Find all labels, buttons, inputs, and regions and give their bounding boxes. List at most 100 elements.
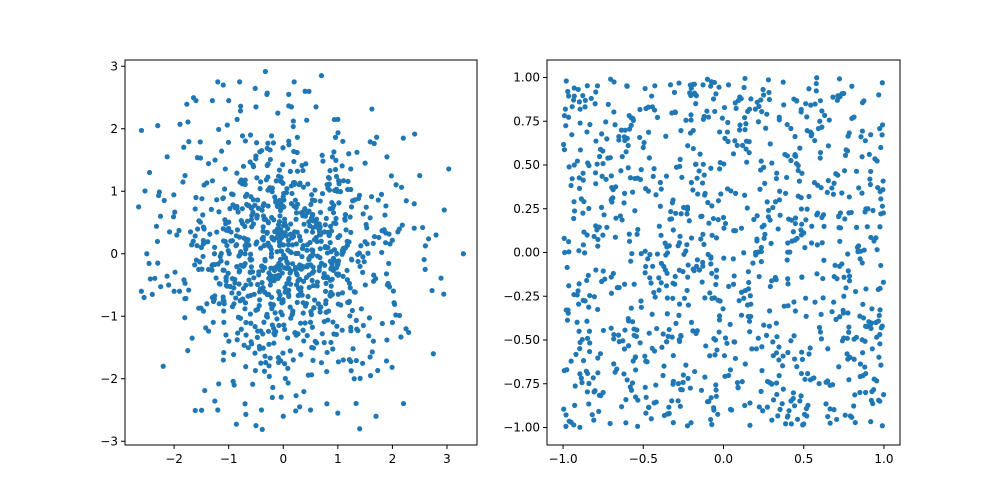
data-point [623,397,629,403]
data-point [673,210,679,216]
data-point [748,313,754,320]
data-point [592,101,598,107]
data-point [661,363,667,369]
data-point [211,296,217,302]
data-point [791,299,797,305]
data-point [664,295,670,301]
data-point [779,401,785,407]
data-point [684,211,690,217]
data-point [640,144,646,151]
data-point [621,346,628,352]
data-point [830,94,836,100]
data-point [676,267,683,273]
data-point [792,308,798,314]
data-point [314,279,320,285]
data-point [186,287,192,293]
y-tick-label: 0.00 [513,246,540,260]
data-point [223,274,229,280]
data-point [301,264,307,270]
data-point [299,211,305,217]
data-point [293,210,300,216]
data-point [676,301,683,307]
data-point [403,326,409,332]
data-point [247,132,254,138]
data-point [857,389,863,396]
data-point [357,375,363,381]
data-point [721,255,727,261]
data-point [698,387,705,393]
data-point [387,241,393,247]
data-point [593,138,599,144]
data-point [818,336,825,342]
data-point [677,156,683,162]
data-point [231,285,237,291]
data-point [792,215,799,221]
data-point [660,372,666,379]
data-point [225,227,231,234]
data-point [767,283,773,290]
data-point [192,233,198,239]
data-point [754,213,760,219]
data-point [621,281,628,287]
data-point [297,262,303,268]
data-point [677,233,683,239]
y-tick-label: 0.75 [513,114,540,128]
data-point [220,357,226,363]
data-point [774,170,780,176]
data-point [184,101,190,107]
data-point [638,251,644,257]
data-point [373,413,379,419]
data-point [756,103,762,110]
data-point [803,406,810,412]
data-point [666,410,672,416]
data-point [727,406,734,413]
y-tick-label: 2 [110,122,118,136]
data-point [625,343,632,349]
data-point [784,174,790,181]
data-point [267,156,273,163]
data-point [293,282,300,288]
data-point [717,166,723,172]
data-point [628,305,634,311]
data-point [694,257,701,263]
data-point [814,75,820,81]
data-point [272,310,278,316]
data-point [770,353,776,359]
data-point [859,260,865,266]
data-point [223,332,229,338]
data-point [877,126,883,132]
data-point [181,144,187,150]
data-point [864,224,870,230]
data-point [571,199,577,205]
data-point [226,219,232,225]
data-point [210,319,216,325]
data-point [776,197,783,203]
data-point [751,216,757,223]
data-point [242,181,248,187]
data-point [318,73,325,79]
data-point [238,326,244,332]
data-point [612,369,618,375]
data-point [571,85,577,91]
data-point [700,231,706,237]
data-point [327,240,333,246]
data-point [378,191,385,197]
data-point [586,328,593,334]
data-point [580,210,586,216]
data-point [146,169,153,176]
data-point [360,360,366,366]
data-point [580,92,586,99]
data-point [685,274,691,280]
data-point [197,139,203,145]
data-point [329,154,335,160]
data-point [221,267,227,273]
data-point [576,175,582,181]
data-point [840,307,846,313]
data-point [623,420,629,426]
data-point [339,163,345,169]
data-point [705,199,711,206]
data-point [758,97,764,103]
data-point [576,248,582,254]
data-point [218,250,224,257]
data-point [609,199,615,205]
